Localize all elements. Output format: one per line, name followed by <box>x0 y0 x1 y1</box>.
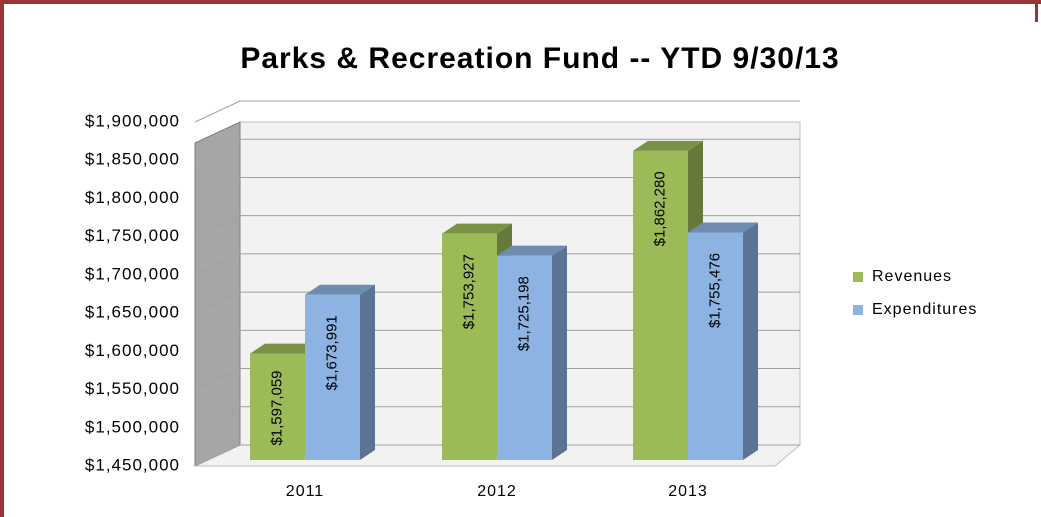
data-label: $1,755,476 <box>706 253 723 328</box>
y-tick-label: $1,750,000 <box>85 226 180 245</box>
x-tick-label: 2012 <box>477 483 517 500</box>
legend-label: Expenditures <box>872 301 977 318</box>
data-label: $1,862,280 <box>651 171 668 246</box>
frame-right <box>1035 0 1038 22</box>
grid-line <box>194 444 800 467</box>
data-label: $1,753,927 <box>460 254 477 329</box>
legend-label: Revenues <box>872 268 952 285</box>
bar <box>442 233 497 460</box>
grid-line <box>194 176 800 199</box>
x-tick-label: 2013 <box>668 483 708 500</box>
y-tick-label: $1,900,000 <box>85 111 180 130</box>
chart-title: Parks & Recreation Fund -- YTD 9/30/13 <box>240 42 839 75</box>
bar-top <box>250 343 320 354</box>
y-tick-label: $1,550,000 <box>85 379 180 398</box>
bar <box>250 353 305 460</box>
y-tick-label: $1,700,000 <box>85 264 180 283</box>
grid-line <box>194 406 800 429</box>
bar <box>305 294 360 460</box>
legend-swatch <box>853 272 863 282</box>
data-label: $1,597,059 <box>268 370 285 445</box>
frame-left <box>0 0 4 517</box>
x-tick-label: 2011 <box>286 483 324 500</box>
y-tick-label: $1,500,000 <box>85 417 180 436</box>
y-tick-label: $1,450,000 <box>85 455 180 474</box>
bar-top <box>688 222 758 233</box>
grid-line <box>194 329 800 352</box>
grid-line <box>194 100 800 123</box>
bar <box>497 255 552 460</box>
legend-swatch <box>853 305 863 315</box>
y-tick-label: $1,850,000 <box>85 150 180 169</box>
bar-side <box>743 222 758 460</box>
grid-line <box>194 368 800 391</box>
bar-side <box>552 245 567 460</box>
y-tick-label: $1,600,000 <box>85 341 180 360</box>
grid-line <box>194 138 800 161</box>
bar-top <box>305 284 375 295</box>
bar-side <box>360 284 375 460</box>
bar-top <box>633 140 703 151</box>
bar <box>688 232 743 460</box>
data-label: $1,725,198 <box>515 276 532 351</box>
bar-top <box>497 245 567 256</box>
bar-top <box>442 223 512 234</box>
frame-top <box>0 0 1041 4</box>
grid-line <box>194 253 800 276</box>
side-wall <box>194 121 241 467</box>
y-tick-label: $1,800,000 <box>85 188 180 207</box>
data-label: $1,673,991 <box>323 315 340 390</box>
grid-line <box>194 291 800 314</box>
bar <box>633 150 688 460</box>
grid-line <box>194 215 800 238</box>
y-tick-label: $1,650,000 <box>85 303 180 322</box>
